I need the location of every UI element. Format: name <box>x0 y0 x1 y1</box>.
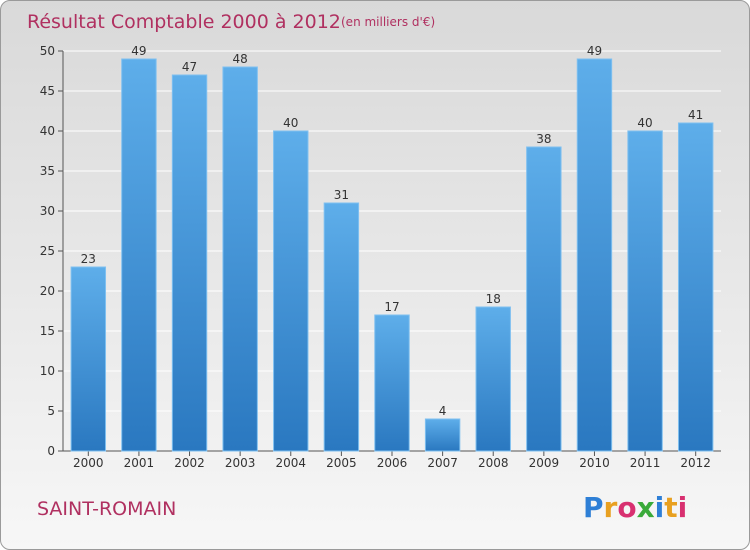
logo-letter: i <box>655 491 665 524</box>
y-tick-label: 5 <box>47 404 55 418</box>
logo-letter: x <box>637 491 655 524</box>
bars <box>70 58 714 452</box>
y-tick-label: 0 <box>47 444 55 458</box>
bar-value-label: 41 <box>688 108 703 122</box>
y-tick-label: 10 <box>40 364 55 378</box>
x-tick-label: 2002 <box>174 456 205 470</box>
bar <box>526 146 562 452</box>
y-tick-label: 35 <box>40 164 55 178</box>
logo-text: Proxiti <box>583 491 687 524</box>
bar <box>273 130 309 452</box>
bar <box>171 74 208 452</box>
x-tick-label: 2007 <box>427 456 458 470</box>
x-tick-label: 2004 <box>275 456 306 470</box>
bar <box>374 314 410 452</box>
x-tick-label: 2003 <box>225 456 256 470</box>
bar <box>576 58 613 452</box>
x-tick-label: 2010 <box>579 456 610 470</box>
x-tick-label: 2005 <box>326 456 357 470</box>
x-tick-label: 2011 <box>630 456 661 470</box>
x-tick-label: 2009 <box>529 456 560 470</box>
chart-title: Résultat Comptable 2000 à 2012 <box>27 11 341 33</box>
bar-value-label: 48 <box>233 52 248 66</box>
bar <box>222 66 258 452</box>
bar-value-label: 18 <box>486 292 501 306</box>
logo-letter: P <box>583 491 604 524</box>
y-tick-label: 30 <box>40 204 55 218</box>
bar-value-label: 31 <box>334 188 349 202</box>
bar <box>424 418 461 452</box>
y-tick-label: 15 <box>40 324 55 338</box>
commune-name: SAINT-ROMAIN <box>37 498 176 520</box>
bar <box>121 58 157 452</box>
bar-value-label: 23 <box>81 252 96 266</box>
labels: 0 5 10 15 20 25 30 35 40 45 50 23 2000 49 2001 47 2002 48… <box>40 44 711 470</box>
bar <box>323 202 360 452</box>
bar-value-label: 38 <box>536 132 551 146</box>
proxiti-logo: Proxiti <box>583 491 687 524</box>
chart-subtitle: (en milliers d'€) <box>341 15 435 29</box>
logo-letter: t <box>664 491 677 524</box>
y-tick-label: 20 <box>40 284 55 298</box>
x-tick-label: 2000 <box>73 456 104 470</box>
y-tick-label: 45 <box>40 84 55 98</box>
y-tick-label: 25 <box>40 244 55 258</box>
logo-letter: r <box>604 491 618 524</box>
y-tick-label: 40 <box>40 124 55 138</box>
x-tick-label: 2012 <box>680 456 711 470</box>
bar-value-label: 40 <box>283 116 298 130</box>
y-tick-label: 50 <box>40 44 55 58</box>
logo-letter: i <box>678 491 688 524</box>
x-tick-label: 2001 <box>124 456 155 470</box>
bar-value-label: 40 <box>637 116 652 130</box>
bar-value-label: 17 <box>384 300 399 314</box>
bar <box>677 122 714 452</box>
bar-value-label: 4 <box>439 404 447 418</box>
bar <box>627 130 663 452</box>
x-tick-label: 2008 <box>478 456 509 470</box>
bar-value-label: 49 <box>131 44 146 58</box>
logo-letter: o <box>617 491 636 524</box>
bar-value-label: 47 <box>182 60 197 74</box>
bar <box>475 306 511 452</box>
bar <box>70 266 107 452</box>
bar-value-label: 49 <box>587 44 602 58</box>
x-tick-label: 2006 <box>377 456 408 470</box>
